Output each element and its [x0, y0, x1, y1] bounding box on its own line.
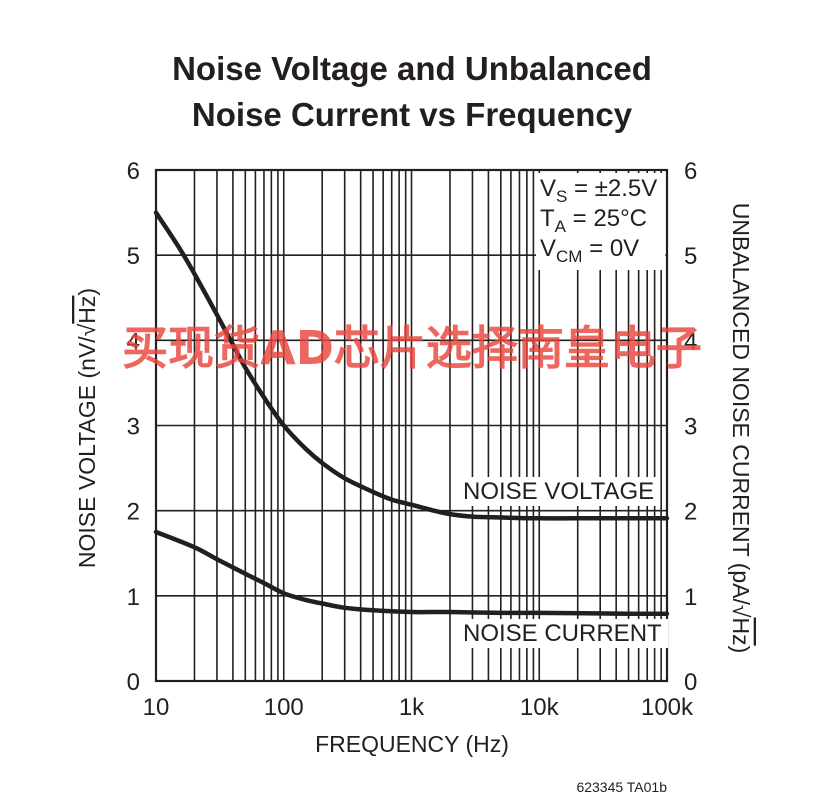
y2-tick-label: 0: [684, 669, 697, 696]
y2-tick-label: 2: [684, 499, 697, 526]
y-tick-label: 1: [127, 584, 140, 611]
chart-title-line-1: Noise Voltage and Unbalanced: [172, 50, 652, 87]
series-label-noise-current: NOISE CURRENT: [463, 620, 662, 647]
y-tick-label: 5: [127, 243, 140, 270]
y2-axis-label: UNBALANCED NOISE CURRENT (pA/√Hz): [728, 203, 754, 654]
chart-title-line-2: Noise Current vs Frequency: [192, 96, 633, 133]
y-axis-label: NOISE VOLTAGE (nV/√Hz): [74, 288, 100, 568]
condition-ta: TA = 25°C: [540, 205, 647, 236]
y-tick-label: 2: [127, 499, 140, 526]
x-tick-label: 1k: [399, 694, 425, 721]
x-axis-label: FREQUENCY (Hz): [315, 731, 509, 757]
x-tick-label: 10: [143, 694, 170, 721]
series-line-noise-voltage: [153, 210, 670, 521]
y-tick-label: 3: [127, 414, 140, 441]
series-label-noise-voltage: NOISE VOLTAGE: [463, 478, 654, 505]
document-id: 623345 TA01b: [576, 779, 667, 795]
x-tick-label: 100k: [641, 694, 694, 721]
condition-vs: VS = ±2.5V: [540, 175, 657, 206]
watermark: 买现货AD芯片选择南皇电子: [122, 321, 702, 375]
grid: [155, 169, 667, 682]
y2-tick-label: 3: [684, 414, 697, 441]
plot-frame: [154, 168, 669, 683]
condition-vcm: VCM = 0V: [540, 235, 639, 266]
series-line-noise-current: [153, 529, 670, 617]
conditions-box: [536, 173, 666, 270]
y-tick-label: 0: [127, 669, 140, 696]
y-tick-label: 4: [127, 328, 140, 355]
series-label-bg: [457, 477, 661, 506]
series-labels: NOISE VOLTAGE NOISE CURRENT: [457, 477, 669, 648]
y2-tick-label: 4: [684, 328, 697, 355]
y-tick-label: 6: [127, 158, 140, 185]
y2-tick-label: 5: [684, 243, 697, 270]
y2-tick-label: 6: [684, 158, 697, 185]
x-tick-label: 100: [264, 694, 304, 721]
y2-tick-label: 1: [684, 584, 697, 611]
series-label-bg: [457, 619, 669, 648]
curves: [153, 210, 670, 617]
x-tick-label: 10k: [520, 694, 560, 721]
